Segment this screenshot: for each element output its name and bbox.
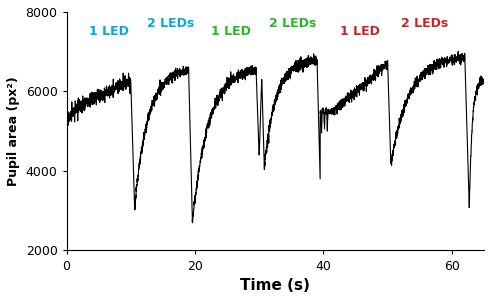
Text: 1 LED: 1 LED xyxy=(89,25,129,38)
Text: 2 LEDs: 2 LEDs xyxy=(401,17,448,30)
Y-axis label: Pupil area (px²): Pupil area (px²) xyxy=(7,76,20,186)
X-axis label: Time (s): Time (s) xyxy=(241,278,310,293)
Text: 2 LEDs: 2 LEDs xyxy=(147,17,194,30)
Text: 1 LED: 1 LED xyxy=(211,25,251,38)
Text: 1 LED: 1 LED xyxy=(340,25,380,38)
Text: 2 LEDs: 2 LEDs xyxy=(269,17,316,30)
